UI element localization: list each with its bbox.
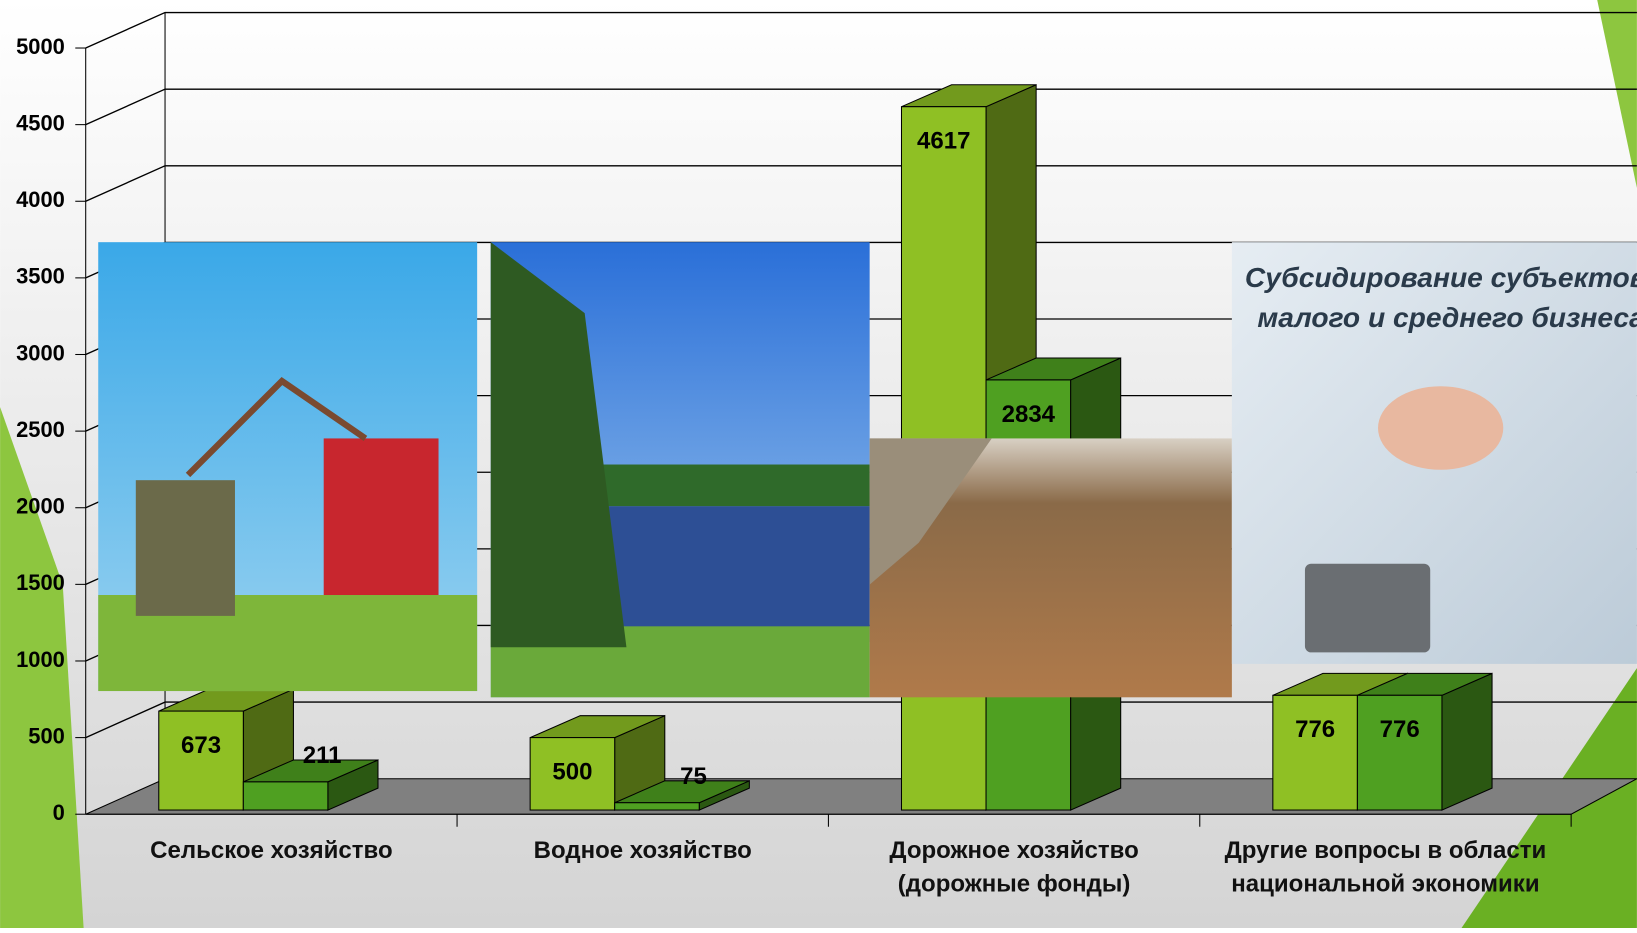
photo-agriculture — [98, 242, 478, 692]
y-tick-label: 4500 — [16, 110, 65, 135]
x-tick-label-box: Сельское хозяйство — [150, 836, 393, 864]
x-tick-label: Сельское хозяйство — [150, 836, 393, 864]
y-tick-label: 500 — [28, 723, 65, 748]
bar — [1272, 694, 1358, 811]
value-label: 2834 — [1002, 401, 1056, 428]
x-tick-label-box: Водное хозяйство — [533, 836, 752, 864]
x-tick-label: Водное хозяйство — [533, 836, 752, 864]
photo-business: Субсидирование субъектов малого и средне… — [1231, 242, 1637, 664]
bar — [614, 802, 700, 811]
grid-line — [85, 165, 1637, 202]
annotation: Субсидирование субъектов — [1245, 261, 1637, 293]
value-label: 75 — [680, 763, 707, 790]
x-tick-label-box: Дорожное хозяйство (дорожные фонды) — [889, 836, 1139, 897]
value-label: 4617 — [917, 128, 970, 155]
photo-water — [490, 242, 870, 698]
y-tick-label: 4000 — [16, 187, 65, 212]
y-tick-label: 1500 — [16, 570, 65, 595]
y-tick-label: 3000 — [16, 340, 65, 365]
x-tick-label: Другие вопросы в области национальной эк… — [1224, 836, 1547, 897]
decor — [0, 407, 84, 928]
value-label: 673 — [181, 732, 221, 759]
bar — [529, 737, 616, 811]
grid-line — [85, 11, 1637, 49]
y-tick-label: 5000 — [16, 34, 65, 59]
x-tick-label: Дорожное хозяйство (дорожные фонды) — [889, 836, 1139, 897]
y-tick-label: 0 — [53, 800, 65, 825]
photo-road — [869, 438, 1232, 698]
bar-side — [1441, 672, 1493, 811]
y-tick-label: 2000 — [16, 494, 65, 519]
annotation: малого и среднего бизнеса — [1257, 301, 1637, 333]
bar — [158, 710, 244, 811]
y-tick-label: 2500 — [16, 417, 65, 442]
value-label: 211 — [303, 742, 342, 769]
x-tick-label-box: Другие вопросы в области национальной эк… — [1224, 836, 1547, 897]
value-label: 776 — [1295, 716, 1335, 743]
grid-line — [85, 701, 1637, 739]
value-label: 776 — [1380, 716, 1420, 743]
bar — [1356, 694, 1443, 811]
value-label: 500 — [552, 758, 592, 785]
y-tick-label: 3500 — [16, 264, 65, 289]
bar — [242, 781, 329, 811]
grid-line — [85, 88, 1637, 126]
y-tick-label: 1000 — [16, 647, 65, 672]
